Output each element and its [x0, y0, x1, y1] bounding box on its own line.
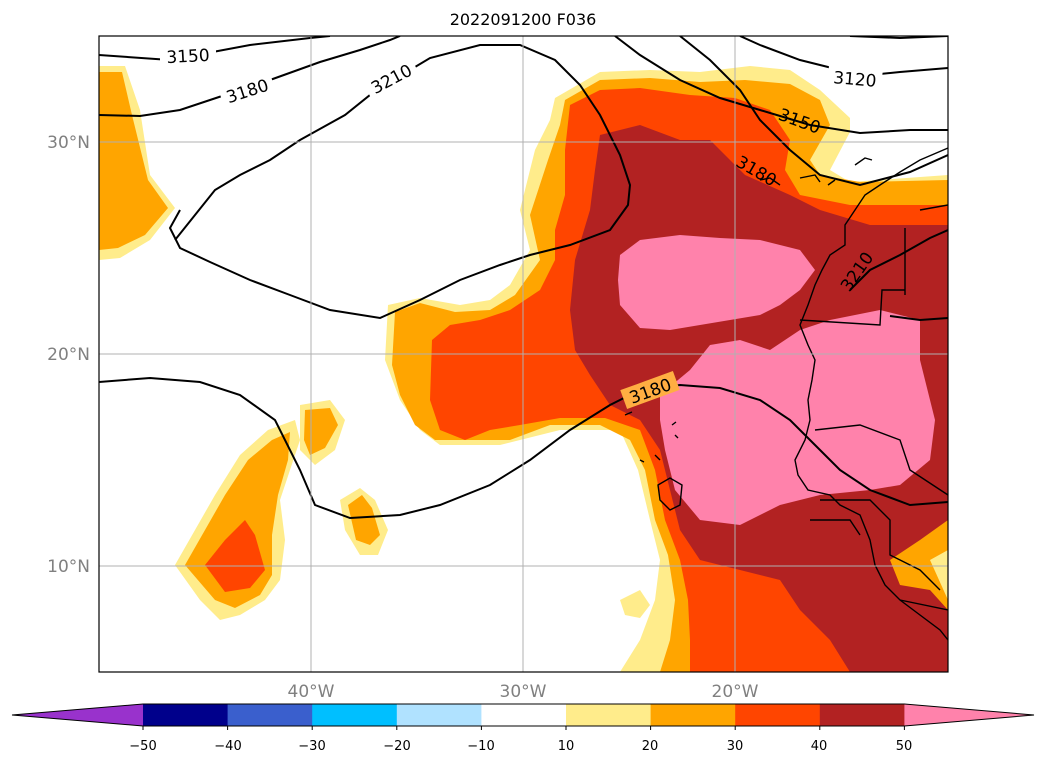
colorbar-segment: [227, 704, 313, 726]
contour-3150-east: [614, 36, 948, 135]
colorbar-tick-label: 30: [727, 739, 744, 754]
map-title: 2022091200 F036: [450, 10, 597, 29]
lon-label-30w: 30°W: [500, 682, 547, 702]
colorbar-segment: [143, 704, 229, 726]
contour-3150-west: [99, 36, 331, 62]
colorbar-segment: [481, 704, 567, 726]
colorbar-segment: [312, 704, 398, 726]
lon-label-40w: 40°W: [288, 682, 335, 702]
colorbar-segment: [650, 704, 736, 726]
contour-3180-south: [99, 376, 948, 520]
coastline-africa-northwest: [794, 147, 948, 641]
colorbar-extend-low: [12, 704, 143, 726]
lat-label-30n: 30°N: [47, 133, 90, 153]
colorbar-tick-label: −10: [467, 739, 494, 754]
contour-label-3120-east: 3120: [832, 68, 877, 92]
contour-3180-east: [679, 36, 948, 187]
map-plot-area: 3150 3180 3210 3120 3150 3180 3210 3180: [99, 36, 948, 672]
anomaly-area-above-50-north: [618, 235, 815, 330]
canary-islands: [759, 157, 873, 186]
colorbar-segment: [566, 704, 652, 726]
colorbar-tick-label: −50: [129, 739, 156, 754]
colorbar-tick-label: 10: [558, 739, 575, 754]
anomaly-area-above-50-south: [660, 310, 935, 525]
colorbar: [11, 703, 1035, 730]
colorbar-tick-label: −30: [298, 739, 325, 754]
lat-label-20n: 20°N: [47, 345, 90, 365]
map-frame: [98, 35, 949, 673]
colorbar-tick-label: 40: [811, 739, 828, 754]
contour-3210-west: [168, 44, 632, 320]
colorbar-tick-label: −20: [383, 739, 410, 754]
contour-3210-east: [849, 229, 948, 291]
colorbar-extend-high: [904, 704, 1034, 726]
colorbar-segment: [735, 704, 821, 726]
colorbar-tick-label: 20: [642, 739, 659, 754]
lon-label-20w: 20°W: [712, 682, 759, 702]
colorbar-tick-label: −40: [214, 739, 241, 754]
cape-verde-islands: [624, 411, 683, 511]
contour-label-3150-west: 3150: [166, 46, 210, 68]
colorbar-segment: [396, 704, 482, 726]
lat-label-10n: 10°N: [47, 557, 90, 577]
colorbar-tick-label: 50: [896, 739, 913, 754]
border-lines: [799, 204, 948, 611]
colorbar-ticks: −50 −40 −30 −20 −10 10 20 30 40 50: [129, 739, 912, 754]
colorbar-segment: [819, 704, 905, 726]
